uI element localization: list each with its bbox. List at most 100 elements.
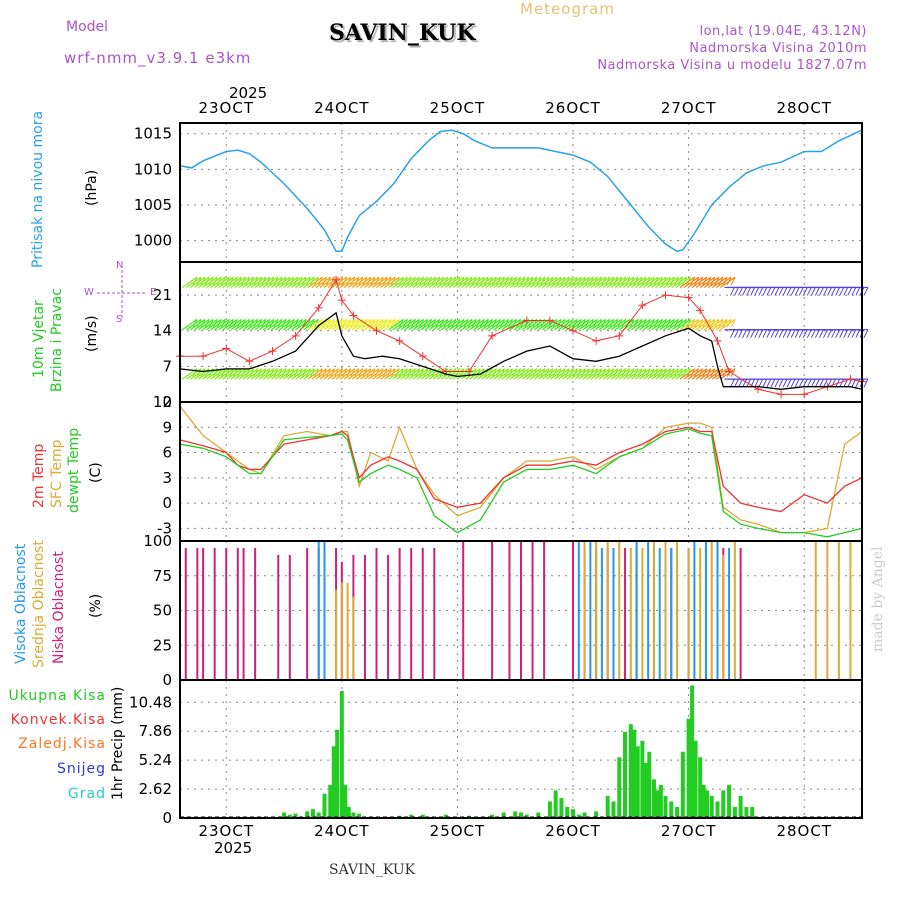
wind-barb-flag [770,378,776,388]
precip-bar [680,751,685,817]
wind-barb [489,276,505,288]
model-name: wrf-nmm_v3.9.1 e3km [64,49,252,67]
precip-bar [750,806,755,817]
wind-barb [351,276,368,288]
wind-barb-flag [847,329,853,338]
gust-point [337,296,346,305]
wind-barb [372,318,388,331]
wind-barb [335,318,352,331]
wind-barb [651,276,667,288]
wind-barb [558,318,574,331]
wind-barb-flag [835,287,841,296]
wind-barb [275,276,291,288]
wind-barb [570,368,586,380]
wind-barb [420,318,437,331]
wind-barb [380,318,396,331]
wind-barb-flag [806,287,812,296]
low-cloud-bar [242,547,245,679]
wind-barb [283,318,299,331]
wind-barb [279,368,295,380]
low-cloud-bar [236,547,239,679]
wind-barb [481,368,497,380]
wind-barb [412,368,429,380]
wind-barb [671,318,687,331]
wind-barb-flag [754,287,760,296]
wind-barb [412,318,429,331]
wind-barb-flag [806,378,812,388]
wind-barb [246,368,263,380]
wind-barb-flag [762,378,768,388]
precip-bar [519,812,523,817]
wind-barb [533,368,550,380]
wind-barb [364,368,380,380]
precip-unit: 1hr Precip (mm) [110,686,126,800]
wind-barb [679,276,696,288]
wind-barb [720,368,736,380]
wind-barb [659,276,675,288]
high-cloud-bar [670,547,673,679]
wind-barb-flag [823,378,828,388]
precip-bar [513,811,518,817]
precip-bar [732,806,737,817]
gust-point [199,352,208,361]
cloud-unit: (%) [88,593,104,618]
precip-bar [420,814,425,817]
low-cloud-bar [398,547,401,679]
elevation-label: Nadmorska Visina 2010m [689,41,867,56]
cloud-tick: 25 [153,636,172,654]
wind-barb [270,276,287,288]
precip-bar [582,812,587,817]
wind-barb [396,368,412,380]
wind-dir-E: E [150,287,157,298]
wind-barb [428,318,445,331]
precip-bar [658,784,663,817]
wind-barb-flag [790,378,796,388]
dewpoint-line [179,428,863,538]
wind-barb-flag [802,378,808,388]
wind-barb-flag [790,329,796,338]
wind-barb [667,368,683,380]
low-cloud-bar [520,541,522,679]
wind-barb [380,276,396,288]
wind-barb [691,368,708,380]
wind-barb [606,318,623,331]
wind-barb [258,368,275,380]
pressure-tick: 1010 [134,160,172,178]
precip-bar [559,798,564,817]
wind-barb [226,368,242,380]
wind-barb [412,276,429,288]
wind-barb [428,368,445,380]
precip-bar [331,746,336,817]
wind-barb [477,276,493,288]
sfc-label: SFC Temp [49,439,65,508]
wind-barb-flag [831,329,837,338]
precip-bar [643,762,648,817]
mid-cloud-bar [699,547,702,679]
wind-barb [667,276,683,288]
rain-total-label: Ukupna Kisa [8,688,106,704]
wind-barb [703,318,720,331]
mid-cloud-bar [641,547,644,679]
wind-barb [416,318,433,331]
wind-barb [270,368,287,380]
wind-barb [432,318,449,331]
wind-barb-flag [851,287,857,296]
wind-barb-flag [855,378,861,388]
wind-barb [570,276,586,288]
precip-bar [536,812,541,817]
high-cloud-bar [589,541,592,679]
wind-barb [384,368,400,380]
low-cloud-bar [254,547,257,679]
wind-barb [331,368,348,380]
wind-barb [214,276,230,288]
precip-bar [698,757,703,817]
low-cloud-bar [363,554,366,679]
wind-barb-flag [814,378,820,388]
station-title: SAVIN_KUK [329,20,476,46]
wind-barb-flag [819,378,824,388]
precip-bar [693,740,698,817]
wind-barb [319,318,335,331]
wind-barb [533,318,550,331]
mid-cloud-bar [352,596,355,679]
wind-barb [533,276,550,288]
